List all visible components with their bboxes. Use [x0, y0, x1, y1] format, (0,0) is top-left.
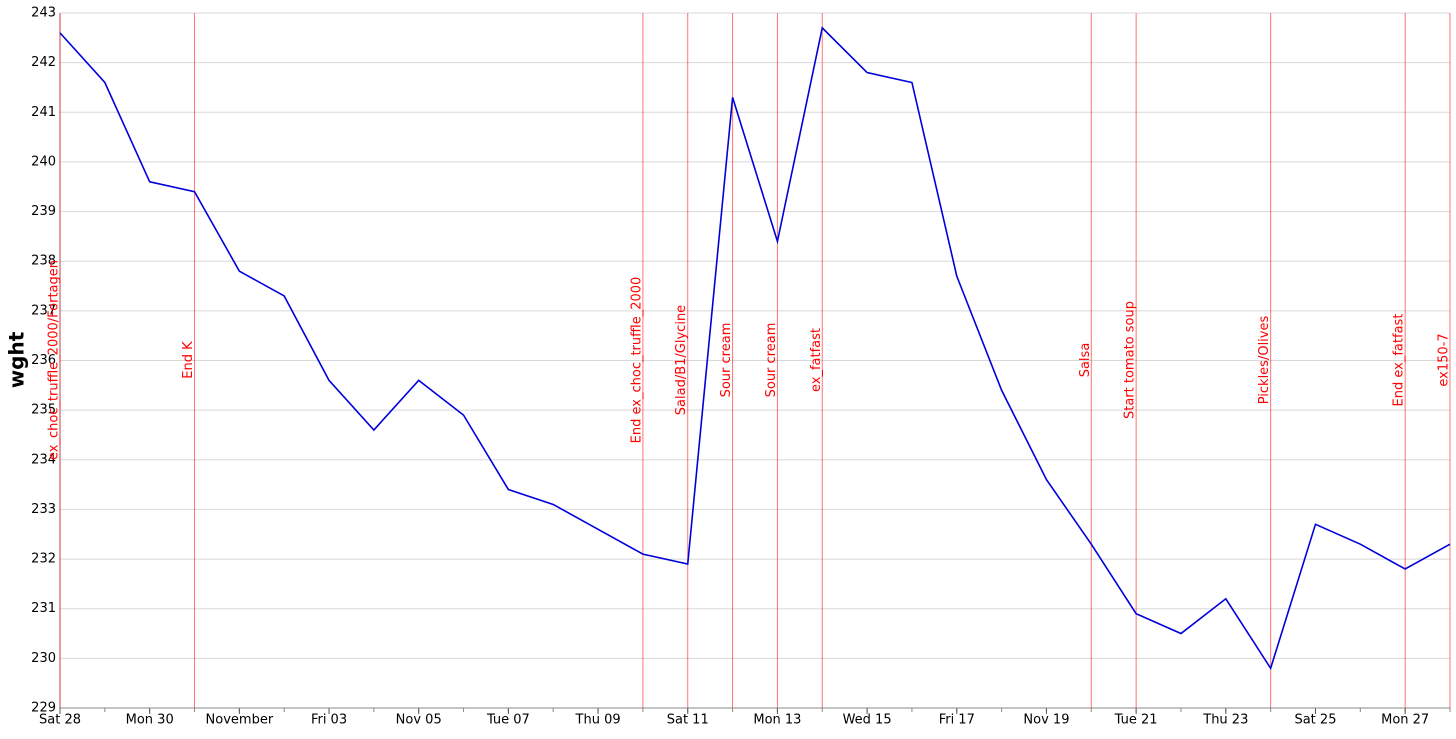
event-label: Sour cream	[719, 323, 734, 398]
y-axis-label: wght	[5, 331, 29, 388]
y-tick-label: 233	[31, 502, 56, 517]
event-label: ex_choc_truffle_2000/Fortagen	[47, 260, 62, 460]
x-tick-label: Fri 17	[939, 713, 975, 728]
y-tick-label: 241	[31, 105, 56, 120]
x-tick-label: Tue 07	[486, 713, 530, 728]
event-label: Salad/B1/Glycine	[674, 305, 689, 415]
event-label: Pickles/Olives	[1257, 316, 1272, 405]
x-tick-label: Fri 03	[311, 713, 347, 728]
y-tick-label: 243	[31, 6, 56, 21]
x-tick-label: November	[206, 713, 274, 728]
x-tick-label: Mon 30	[126, 713, 174, 728]
event-label: Sour cream	[764, 323, 779, 398]
event-label: End ex_choc_truffle_2000	[629, 277, 644, 444]
x-tick-label: Sat 11	[667, 713, 709, 728]
x-tick-label: Wed 15	[843, 713, 892, 728]
x-tick-label: Thu 23	[1202, 713, 1248, 728]
event-label: End K	[181, 341, 196, 379]
y-tick-label: 232	[31, 552, 56, 567]
y-tick-label: 235	[31, 403, 56, 418]
y-tick-label: 231	[31, 601, 56, 616]
y-tick-label: 242	[31, 55, 56, 70]
event-label: Salsa	[1078, 343, 1093, 378]
x-tick-label: Tue 21	[1114, 713, 1158, 728]
y-tick-label: 240	[31, 154, 56, 169]
x-tick-label: Mon 27	[1381, 713, 1429, 728]
event-label: Start tomato soup	[1123, 301, 1138, 419]
x-tick-label: Mon 13	[753, 713, 801, 728]
y-tick-label: 239	[31, 204, 56, 219]
data-line	[59, 26, 1451, 671]
event-label: ex_fatfast	[809, 328, 824, 392]
y-tick-label: 237	[31, 303, 56, 318]
x-tick-label: Sat 25	[1294, 713, 1336, 728]
x-tick-label: Thu 09	[575, 713, 621, 728]
event-label: End ex_fatfast	[1392, 314, 1407, 407]
event-label: ex150-7	[1437, 333, 1452, 386]
x-tick-label: Nov 05	[396, 713, 442, 728]
y-tick-label: 236	[31, 353, 56, 368]
y-tick-label: 238	[31, 254, 56, 269]
x-tick-label: Nov 19	[1023, 713, 1069, 728]
y-tick-label: 234	[31, 452, 56, 467]
y-tick-label: 229	[31, 701, 56, 716]
x-tick-label: Sat 28	[39, 713, 81, 728]
y-tick-label: 230	[31, 651, 56, 666]
